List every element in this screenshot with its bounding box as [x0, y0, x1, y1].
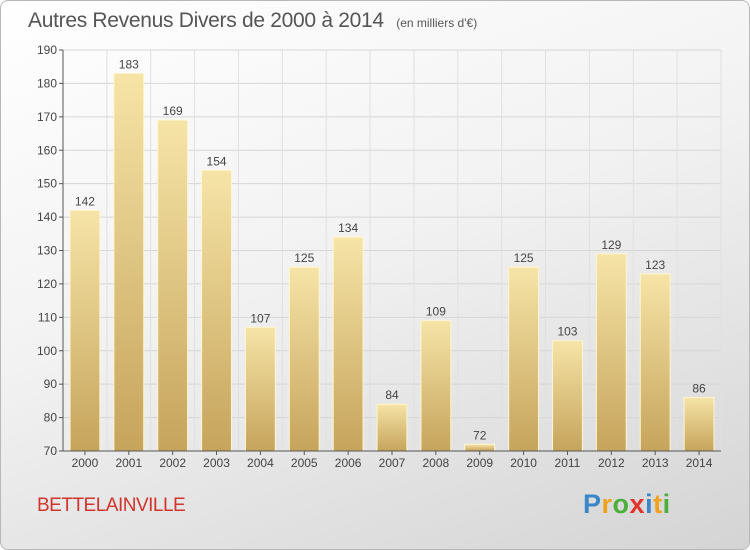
x-tick-label: 2011 [555, 456, 581, 470]
labels: 70 80 90 100 110 120 130 140 150 160 170 180 190 142 2… [37, 43, 713, 470]
bar [157, 119, 189, 452]
data-label: 183 [119, 57, 139, 71]
x-tick-label: 2006 [335, 456, 362, 470]
data-label: 125 [294, 251, 314, 265]
data-label: 129 [601, 238, 621, 252]
bars [69, 72, 715, 452]
data-label: 142 [75, 194, 95, 208]
bar [683, 397, 715, 452]
logo-letter: P [583, 489, 602, 519]
x-tick-label: 2012 [598, 456, 625, 470]
y-tick-label: 110 [38, 310, 57, 324]
bar [332, 236, 364, 452]
bar [376, 403, 408, 452]
logo-letter: o [612, 489, 630, 519]
x-tick-label: 2005 [291, 456, 318, 470]
data-label: 125 [514, 251, 534, 265]
commune-name: BETTELAINVILLE [37, 495, 186, 516]
y-tick-label: 170 [37, 110, 57, 124]
bar [420, 320, 452, 452]
y-tick-label: 120 [37, 277, 57, 291]
data-label: 103 [557, 325, 577, 339]
x-tick-label: 2003 [203, 456, 230, 470]
y-tick-label: 180 [37, 76, 57, 90]
data-label: 86 [692, 382, 706, 396]
x-tick-label: 2008 [423, 456, 450, 470]
x-tick-label: 2013 [642, 456, 669, 470]
y-tick-label: 190 [37, 43, 57, 57]
x-tick-label: 2009 [466, 456, 493, 470]
logo-letter: r [601, 489, 613, 519]
x-tick-label: 2004 [247, 456, 274, 470]
title-row: Autres Revenus Divers de 2000 à 2014 (en… [28, 9, 477, 33]
x-tick-label: 2002 [159, 456, 186, 470]
logo-letter: t [653, 489, 663, 519]
axes [59, 49, 721, 455]
x-tick-label: 2010 [510, 456, 537, 470]
y-tick-label: 150 [37, 177, 57, 191]
data-label: 123 [645, 258, 665, 272]
bar [464, 443, 496, 452]
bar [201, 169, 232, 452]
y-tick-label: 130 [37, 244, 57, 258]
y-tick-label: 80 [44, 411, 58, 425]
data-label: 134 [338, 221, 358, 235]
y-tick-label: 140 [37, 210, 57, 224]
x-tick-label: 2001 [115, 456, 142, 470]
logo-letter: i [662, 489, 671, 519]
x-tick-label: 2000 [72, 456, 99, 470]
chart-unit: (en milliers d'€) [396, 16, 478, 30]
y-tick-label: 100 [37, 344, 57, 358]
x-tick-label: 2007 [379, 456, 406, 470]
logo-letter: x [629, 489, 646, 519]
bar [69, 209, 101, 452]
bar [595, 253, 627, 452]
logo-letter: i [645, 489, 654, 519]
x-tick-label: 2014 [686, 456, 713, 470]
bar [113, 72, 145, 452]
chart-title: Autres Revenus Divers de 2000 à 2014 [28, 9, 384, 32]
y-tick-label: 70 [44, 444, 58, 458]
bar [639, 273, 671, 452]
bar [244, 326, 276, 452]
y-tick-label: 90 [44, 377, 58, 391]
bar [552, 340, 583, 452]
data-label: 109 [426, 305, 446, 319]
data-label: 154 [207, 154, 227, 168]
data-label: 84 [385, 388, 399, 402]
data-label: 169 [163, 104, 183, 118]
bar [288, 266, 320, 452]
bar [508, 266, 540, 452]
data-label: 72 [473, 428, 487, 442]
proxiti-logo: Proxiti [583, 489, 671, 520]
y-tick-label: 160 [37, 143, 57, 157]
data-label: 107 [250, 311, 270, 325]
